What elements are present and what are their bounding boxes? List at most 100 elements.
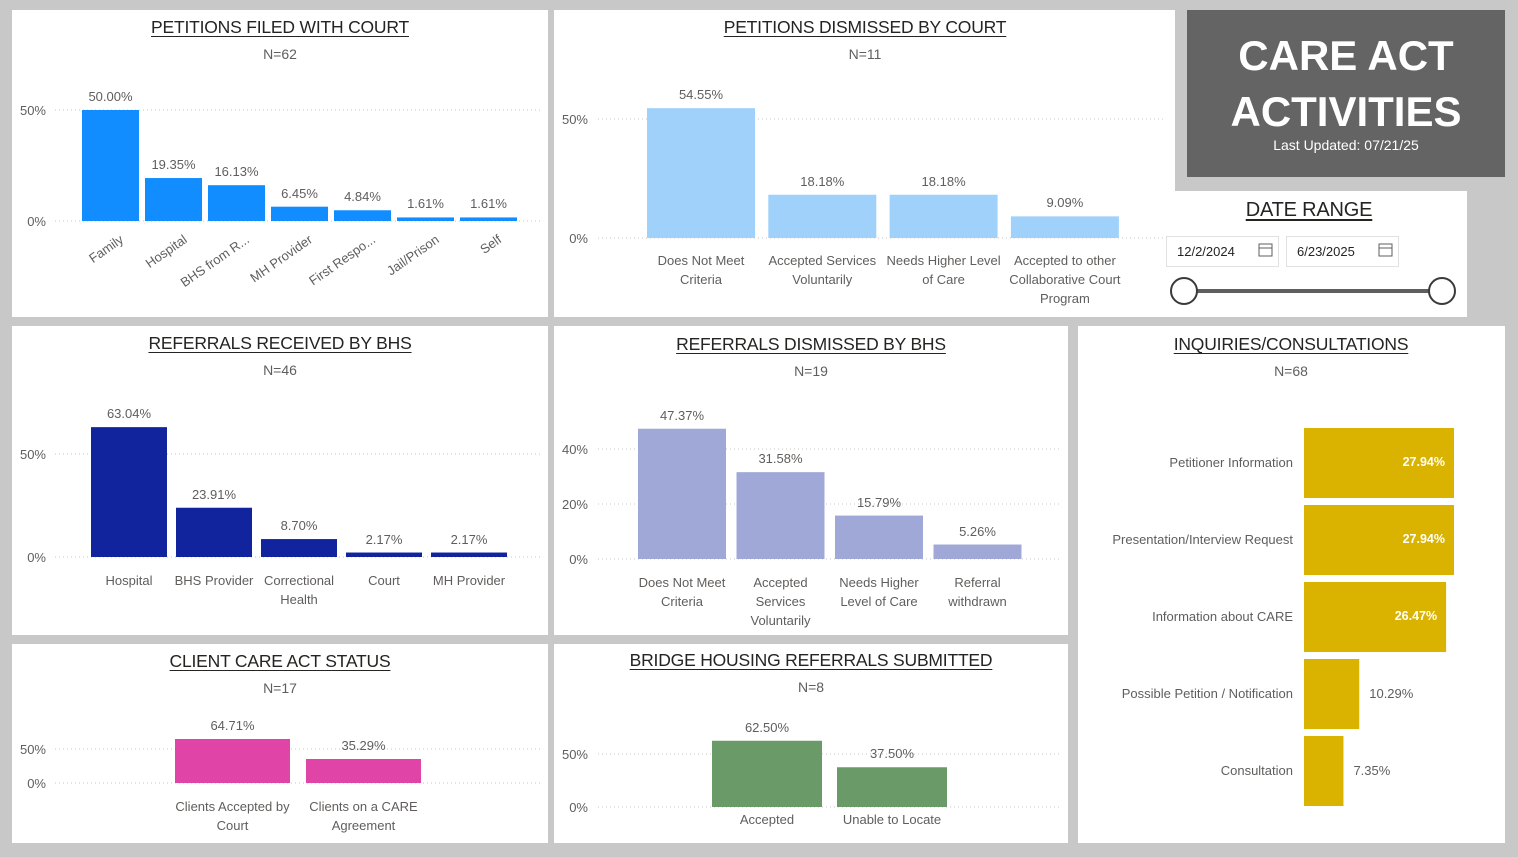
x-tick-label: Does Not Meet Criteria [638, 575, 726, 609]
chart-title: BRIDGE HOUSING REFERRALS SUBMITTED [629, 650, 993, 670]
y-tick-label: 20% [561, 497, 588, 512]
bar [835, 515, 923, 559]
data-label: 1.61% [470, 196, 507, 212]
bar [397, 217, 454, 221]
data-label: 16.13% [214, 164, 259, 180]
y-tick-label: 0% [569, 552, 588, 567]
header-box: CARE ACT ACTIVITIES Last Updated: 07/21/… [1187, 10, 1505, 177]
bar [82, 110, 139, 221]
calendar-icon [1258, 243, 1393, 257]
bar [145, 178, 202, 221]
slider-handle[interactable] [1428, 277, 1456, 305]
y-tick-label: 50% [561, 112, 588, 127]
x-tick-label: Clients on a CARE Agreement [309, 799, 418, 833]
data-label: 31.58% [758, 451, 803, 467]
bar [91, 427, 167, 557]
data-label: 54.55% [678, 87, 724, 103]
bar [334, 210, 391, 221]
data-label: 8.70% [280, 518, 318, 534]
y-tick-label: 50% [19, 447, 46, 462]
data-label: 27.94% [1402, 455, 1445, 469]
x-tick-label: MH Provider [432, 573, 506, 588]
x-tick-label: Unable to Locate [842, 812, 942, 827]
bar [1304, 736, 1344, 806]
bar [431, 552, 507, 557]
chart-title: REFERRALS RECEIVED BY BHS [148, 333, 412, 353]
data-label: 18.18% [921, 173, 966, 189]
panel [1162, 191, 1467, 317]
bar [1304, 505, 1454, 575]
bar [175, 738, 290, 783]
data-label: 15.79% [856, 494, 902, 510]
bar [712, 740, 822, 807]
y-tick-label: 0% [569, 231, 588, 246]
x-tick-label: Correctional Health [263, 573, 335, 607]
bar [768, 194, 877, 238]
data-label: 2.17% [365, 531, 403, 547]
data-label: 64.71% [210, 717, 255, 733]
header-title: CARE ACT ACTIVITIES [1230, 32, 1462, 135]
y-tick-label: 0% [27, 776, 46, 791]
bar [208, 185, 265, 221]
bar [647, 108, 755, 239]
y-tick-label: Possible Petition / Notification [1121, 686, 1293, 701]
y-tick-label: 0% [27, 550, 46, 565]
data-label: 47.37% [659, 407, 705, 423]
data-label: 35.29% [341, 738, 386, 753]
chart-subtitle: N=19 [794, 363, 828, 379]
bar [1304, 428, 1454, 498]
bar [271, 206, 328, 221]
data-label: 37.50% [869, 746, 915, 762]
bar [306, 759, 421, 783]
x-tick-label: Needs Higher Level of Care [839, 575, 919, 609]
chart-subtitle: N=8 [797, 679, 825, 695]
end-date[interactable]: 6/23/2025 [1286, 236, 1399, 267]
data-label: 9.09% [1046, 195, 1084, 211]
chart-title: INQUIRIES/CONSULTATIONS [1173, 334, 1409, 354]
data-label: 23.91% [191, 486, 237, 502]
bar [1010, 216, 1119, 238]
data-label: 1.61% [407, 196, 444, 212]
y-tick-label: 0% [27, 214, 46, 229]
y-tick-label: 50% [19, 742, 46, 757]
x-tick-label: Clients Accepted by Court [175, 799, 290, 833]
chart-title: REFERRALS DISMISSED BY BHS [676, 334, 946, 354]
x-tick-label: Does Not Meet Criteria [657, 253, 745, 287]
bar [1304, 659, 1360, 729]
data-label: 50.00% [88, 89, 133, 104]
bar [638, 428, 726, 559]
data-label: 6.45% [281, 185, 318, 201]
chart-title: PETITIONS FILED WITH COURT [151, 17, 409, 37]
data-label: 18.18% [800, 173, 845, 189]
chart-title: PETITIONS DISMISSED BY COURT [723, 17, 1007, 37]
data-label: 2.17% [450, 531, 488, 547]
y-tick-label: 40% [561, 442, 588, 457]
date-range-title: DATE RANGE [1245, 199, 1373, 221]
bar [933, 544, 1022, 559]
bar [837, 767, 947, 807]
bar [460, 217, 517, 221]
x-tick-label: Referral withdrawn [948, 575, 1007, 609]
last-updated: Last Updated: 07/21/25 [1273, 137, 1419, 153]
y-tick-label: Petitioner Information [1169, 455, 1293, 470]
data-label: 7.35% [1353, 763, 1391, 778]
chart-subtitle: N=68 [1274, 363, 1308, 379]
bar [1304, 582, 1447, 652]
x-tick-label: Needs Higher Level of Care [886, 253, 1001, 287]
y-tick-label: Information about CARE [1152, 609, 1293, 624]
data-label: 63.04% [106, 406, 152, 422]
slider-handle[interactable] [1170, 277, 1198, 305]
chart-subtitle: N=62 [263, 46, 297, 62]
data-label: 10.29% [1369, 686, 1414, 701]
y-tick-label: Presentation/Interview Request [1112, 532, 1293, 547]
x-tick-label: Court [368, 573, 400, 588]
bar [736, 472, 825, 559]
bar [346, 552, 422, 557]
chart-subtitle: N=46 [263, 362, 297, 378]
bar [261, 539, 337, 557]
x-tick-label: Accepted [739, 812, 795, 827]
x-tick-label: Accepted Services Voluntarily [750, 575, 811, 628]
y-tick-label: Consultation [1220, 763, 1293, 778]
start-date[interactable]: 12/2/2024 [1166, 236, 1279, 267]
